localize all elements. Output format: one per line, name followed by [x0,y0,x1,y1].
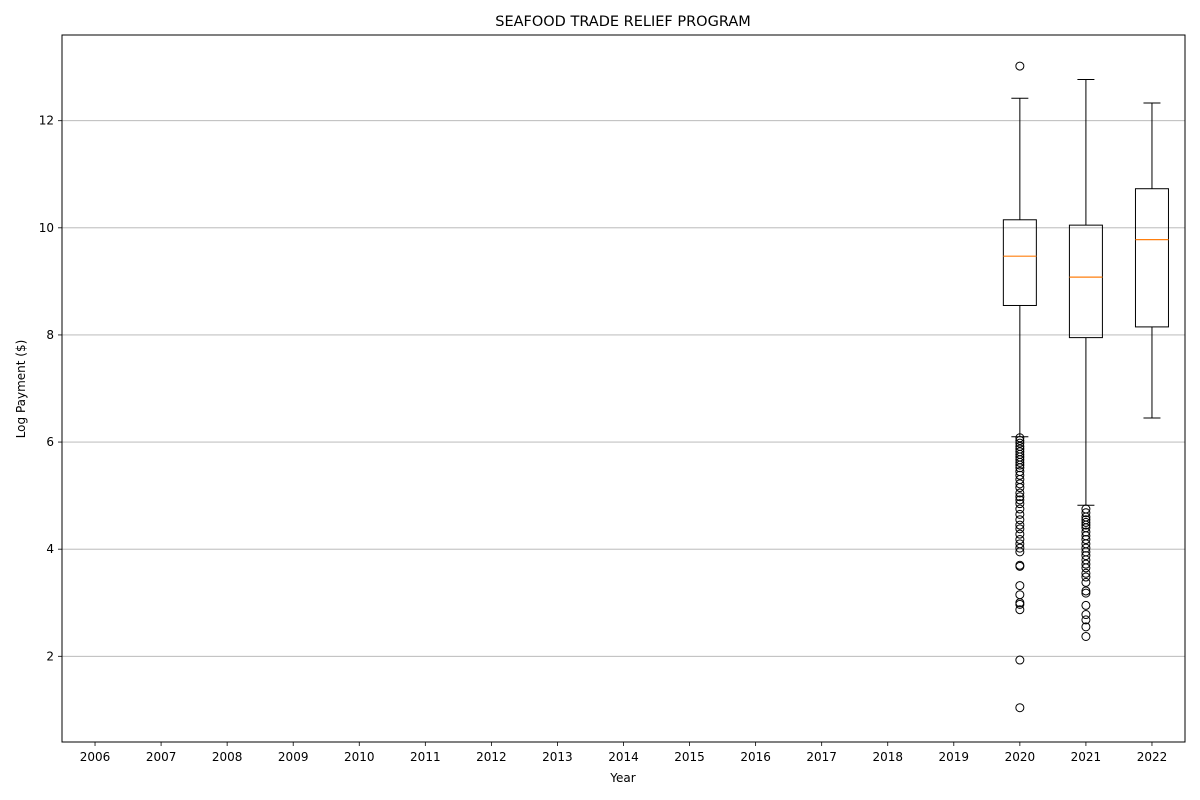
outlier-2020-2 [1015,435,1025,445]
outlier-2020-22 [1015,504,1025,514]
y-tick-label-8: 8 [46,328,54,342]
iqr-box-2020 [1002,219,1037,306]
x-tick-label-2008: 2008 [212,750,243,764]
outlier-2021-25 [1081,622,1091,632]
outlier-2020-11 [1015,460,1025,470]
x-tick-label-2019: 2019 [939,750,970,764]
outlier-2021-4 [1081,517,1091,527]
box-2021 [1068,78,1103,641]
outlier-2021-18 [1081,572,1091,582]
grid-lines [62,120,1185,657]
chart-title: SEAFOOD TRADE RELIEF PROGRAM [495,14,751,30]
outlier-2020-25 [1015,520,1025,530]
x-tick-label-2016: 2016 [740,750,771,764]
outlier-2020-18 [1015,488,1025,498]
outlier-2020-33 [1015,561,1025,571]
y-axis-label: Log Payment ($) [14,340,28,439]
x-tick-label-2009: 2009 [278,750,309,764]
outlier-2021-17 [1081,568,1091,578]
y-ticks: 2 4 6 8 10 12 [39,114,62,663]
boxes [1002,61,1169,713]
outlier-2021-16 [1081,563,1091,573]
outlier-2020-26 [1015,524,1025,534]
outlier-2020-35 [1015,590,1025,600]
outlier-2020-31 [1015,547,1025,557]
outlier-2021-23 [1081,610,1091,620]
outlier-2020-24 [1015,515,1025,525]
x-tick-label-2017: 2017 [806,750,837,764]
y-tick-label-2: 2 [46,649,54,663]
outlier-2020-16 [1015,479,1025,489]
y-tick-label-4: 4 [46,542,54,556]
y-tick-label-10: 10 [39,221,54,235]
y-tick-label-6: 6 [46,435,54,449]
outlier-2020-3 [1015,438,1025,448]
outlier-2020-21 [1015,499,1025,509]
outlier-2021-15 [1081,559,1091,569]
x-tick-label-2021: 2021 [1071,750,1102,764]
outlier-2021-9 [1081,535,1091,545]
x-tick-label-2020: 2020 [1005,750,1036,764]
x-tick-label-2012: 2012 [476,750,507,764]
outlier-2020-30 [1015,543,1025,553]
outlier-2021-1 [1081,508,1091,518]
outlier-2021-7 [1081,527,1091,537]
outlier-2021-19 [1081,577,1091,587]
x-tick-label-2018: 2018 [872,750,903,764]
x-tick-label-2007: 2007 [146,750,177,764]
outlier-2020-34 [1015,581,1025,591]
outlier-2021-22 [1081,600,1091,610]
box-2020 [1002,61,1037,713]
iqr-box-2021 [1068,224,1103,339]
x-tick-label-2014: 2014 [608,750,639,764]
x-ticks: 2006 2007 2008 2009 2010 2011 2012 2013 2014 2015… [80,742,1167,764]
x-tick-label-2006: 2006 [80,750,111,764]
outlier-2020-17 [1015,483,1025,493]
outlier-2020-40 [1015,703,1025,713]
x-tick-label-2013: 2013 [542,750,573,764]
outlier-2021-20 [1081,586,1091,596]
outlier-2021-26 [1081,631,1091,641]
iqr-box-2022 [1134,188,1169,328]
x-tick-label-2022: 2022 [1137,750,1168,764]
outlier-2020-37 [1015,599,1025,609]
outlier-2021-24 [1081,615,1091,625]
x-tick-label-2010: 2010 [344,750,375,764]
outlier-2020-38 [1015,605,1025,615]
outlier-2020-14 [1015,470,1025,480]
plot-frame [61,34,1186,743]
box-2022 [1134,102,1169,419]
outlier-2020-1 [1015,433,1025,443]
outlier-2020-10 [1015,457,1025,467]
outlier-2020-0 [1015,61,1025,71]
x-tick-label-2015: 2015 [674,750,705,764]
x-tick-label-2011: 2011 [410,750,441,764]
outlier-2020-23 [1015,509,1025,519]
outlier-2020-19 [1015,492,1025,502]
y-tick-label-12: 12 [39,114,54,128]
outlier-2021-13 [1081,551,1091,561]
outlier-2020-20 [1015,495,1025,505]
outlier-2020-12 [1015,463,1025,473]
outlier-2020-39 [1015,655,1025,665]
outlier-2021-11 [1081,543,1091,553]
outlier-2021-5 [1081,520,1091,530]
outlier-2020-28 [1015,535,1025,545]
outlier-2020-27 [1015,529,1025,539]
outlier-2021-21 [1081,588,1091,598]
x-axis-label: Year [609,771,635,785]
